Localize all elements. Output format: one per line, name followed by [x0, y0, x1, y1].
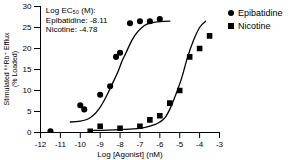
svg-text:-10: -10 [74, 140, 86, 149]
html-text:Epibatidine: Epibatidine [238, 8, 283, 18]
svg-text:-12: -12 [35, 140, 47, 149]
svg-text:Stimulated ⁸⁶Rb⁺ Efflux(% Load: Stimulated ⁸⁶Rb⁺ Efflux(% Loaded) [3, 32, 19, 105]
svg-text:-4: -4 [196, 140, 204, 149]
html-text:Nicotine: Nicotine [238, 21, 271, 31]
svg-text:20: 20 [23, 44, 32, 53]
svg-text:-11: -11 [55, 140, 67, 149]
svg-text:-9: -9 [97, 140, 105, 149]
svg-text:Epibatidine: -8.11: Epibatidine: -8.11 [46, 16, 108, 25]
svg-text:10: 10 [23, 86, 32, 95]
svg-text:0: 0 [27, 128, 32, 137]
svg-text:Log EC₅₀ (M):: Log EC₅₀ (M): [46, 6, 96, 15]
svg-text:15: 15 [23, 65, 32, 74]
svg-text:30: 30 [23, 2, 32, 11]
svg-text:-8: -8 [116, 140, 124, 149]
svg-text:-6: -6 [156, 140, 164, 149]
svg-text:25: 25 [23, 23, 32, 32]
svg-text:5: 5 [27, 107, 32, 116]
svg-text:Nicotine: -4.78: Nicotine: -4.78 [46, 25, 98, 34]
svg-text:Log [Agonist] (nM): Log [Agonist] (nM) [97, 150, 163, 159]
svg-text:-5: -5 [176, 140, 184, 149]
svg-text:-7: -7 [136, 140, 144, 149]
svg-text:-3: -3 [216, 140, 224, 149]
